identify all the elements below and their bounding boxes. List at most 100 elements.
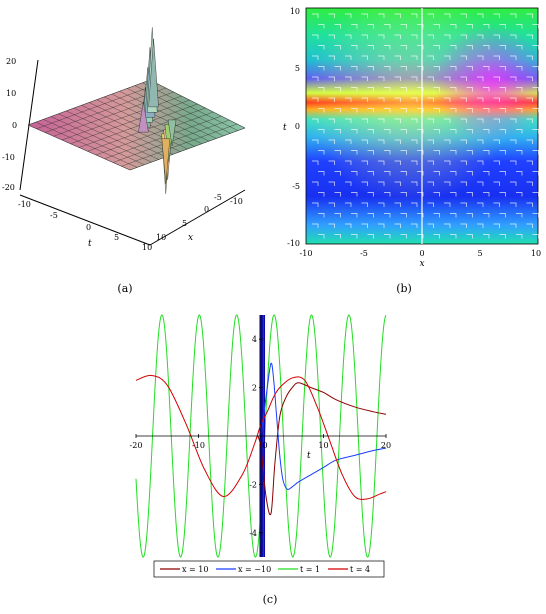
heatmap-grid-mark <box>444 202 451 207</box>
heatmap-grid-mark <box>318 87 325 92</box>
x-tick-5: 5 <box>182 219 187 228</box>
heatmap-grid-mark <box>450 108 457 113</box>
heatmap-grid-mark <box>466 66 473 71</box>
heatmap-grid-mark <box>400 129 407 134</box>
z-tick-0: 0 <box>12 121 17 130</box>
heatmap-grid-mark <box>367 66 374 71</box>
caption-b: (b) <box>396 282 412 295</box>
z-tick-neg20: -20 <box>2 183 15 192</box>
heatmap-grid-mark <box>318 66 325 71</box>
heatmap-grid-mark <box>351 192 358 197</box>
heatmap-grid-mark <box>477 181 484 186</box>
heatmap-grid-mark <box>312 34 319 39</box>
heatmap-grid-mark <box>483 171 490 176</box>
c-ytick-label: -4 <box>249 529 257 538</box>
heatmap-grid-mark <box>378 34 385 39</box>
heatmap-grid-mark <box>378 13 385 18</box>
heatmap-grid-mark <box>499 45 506 50</box>
legend-label-t1: t = 1 <box>300 565 320 574</box>
heatmap-grid-mark <box>444 76 451 81</box>
heatmap-grid-mark <box>328 160 335 165</box>
heatmap-grid-mark <box>493 76 500 81</box>
heatmap-grid-mark <box>499 108 506 113</box>
heatmap-grid-mark <box>433 24 440 29</box>
x-axis-label: x <box>188 233 193 243</box>
heatmap-grid-mark <box>384 213 391 218</box>
c-xtick-label: 0 <box>262 441 267 450</box>
heatmap-grid-mark <box>483 150 490 155</box>
heatmap-grid-mark <box>427 139 434 144</box>
heatmap-grid-mark <box>312 160 319 165</box>
heatmap-grid-mark <box>334 108 341 113</box>
heatmap-grid-mark <box>394 55 401 60</box>
heatmap-grid-mark <box>450 234 457 239</box>
heatmap-grid-mark <box>460 139 467 144</box>
heatmap-grid-mark <box>516 66 523 71</box>
heatmap-grid-mark <box>328 55 335 60</box>
heatmap-grid-mark <box>516 213 523 218</box>
heatmap-grid-mark <box>384 24 391 29</box>
heatmap-grid-mark <box>400 87 407 92</box>
x-tick-neg5: -5 <box>214 193 222 202</box>
heatmap-grid-mark <box>499 24 506 29</box>
caption-c: (c) <box>263 593 278 606</box>
heatmap-grid-mark <box>493 55 500 60</box>
heatmap-grid-mark <box>417 24 424 29</box>
heatmap-grid-mark <box>351 213 358 218</box>
heatmap-grid-mark <box>345 55 352 60</box>
heatmap-grid-mark <box>450 129 457 134</box>
heatmap-grid-mark <box>499 171 506 176</box>
heatmap-grid-mark <box>493 13 500 18</box>
heatmap-grid-mark <box>483 45 490 50</box>
heatmap-grid-mark <box>526 223 533 228</box>
c-xtick-label: -20 <box>130 441 143 450</box>
heatmap-grid-mark <box>367 24 374 29</box>
heatmap-grid-mark <box>318 150 325 155</box>
heatmap-grid-mark <box>493 202 500 207</box>
t-tick-10: 10 <box>142 243 152 252</box>
heatmap-grid-mark <box>394 76 401 81</box>
heatmap-grid-mark <box>328 34 335 39</box>
heatmap-grid-mark <box>477 202 484 207</box>
heatmap-grid-mark <box>450 171 457 176</box>
heatmap-grid-mark <box>460 34 467 39</box>
heatmap-grid-mark <box>460 181 467 186</box>
mesh-line <box>61 95 182 141</box>
heatmap-grid-mark <box>516 129 523 134</box>
heatmap-grid-mark <box>367 45 374 50</box>
heatmap-grid-mark <box>526 139 533 144</box>
heatmap-grid-mark <box>499 213 506 218</box>
heatmap-grid-mark <box>351 24 358 29</box>
heatmap-grid-mark <box>433 87 440 92</box>
x-axis-line <box>149 189 246 246</box>
heatmap-grid-mark <box>499 66 506 71</box>
heatmap-grid-mark <box>312 76 319 81</box>
c-xtick-label: 10 <box>318 441 328 450</box>
heatmap-grid-mark <box>367 108 374 113</box>
heatmap-grid-mark <box>394 202 401 207</box>
heatmap-grid-mark <box>345 34 352 39</box>
heatmap-grid-mark <box>532 192 539 197</box>
heatmap-grid-mark <box>400 24 407 29</box>
heatmap-grid-mark <box>427 202 434 207</box>
heatmap-grid-mark <box>433 45 440 50</box>
b-xtick-neg5: -5 <box>360 249 368 258</box>
heatmap-grid-mark <box>361 223 368 228</box>
heatmap-grid-mark <box>510 160 517 165</box>
heatmap-grid-mark <box>466 87 473 92</box>
series-line-x10 <box>257 382 387 516</box>
heatmap-grid-mark <box>526 55 533 60</box>
heatmap-grid-mark <box>367 213 374 218</box>
heatmap-grid-mark <box>318 45 325 50</box>
mesh-line <box>70 99 190 144</box>
heatmap-grid-mark <box>499 234 506 239</box>
heatmap-grid-mark <box>493 160 500 165</box>
heatmap-grid-mark <box>384 45 391 50</box>
heatmap-grid-mark <box>378 118 385 123</box>
heatmap-grid-mark <box>444 55 451 60</box>
b-ytick-neg5: -5 <box>292 182 300 191</box>
heatmap-grid-mark <box>483 129 490 134</box>
heatmap-grid-mark <box>466 171 473 176</box>
heatmap-grid-mark <box>516 24 523 29</box>
heatmap-grid-mark <box>427 223 434 228</box>
